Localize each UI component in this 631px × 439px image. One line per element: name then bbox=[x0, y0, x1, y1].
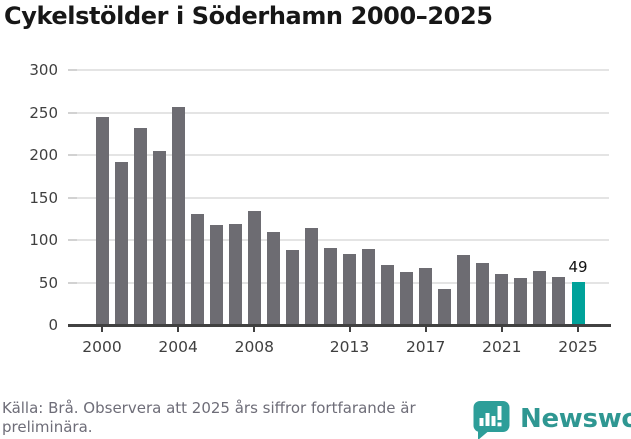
x-axis-label-2025: 2025 bbox=[558, 338, 598, 356]
highlight-value-label: 49 bbox=[568, 258, 588, 277]
y-axis-label-0: 0 bbox=[48, 316, 58, 334]
x-tick-2000 bbox=[101, 326, 103, 332]
y-axis-label-200: 200 bbox=[29, 146, 58, 164]
bar-2006 bbox=[209, 224, 223, 324]
gridline-100 bbox=[68, 239, 609, 241]
bar-2015 bbox=[381, 265, 395, 324]
newsworthy-logo-text: Newsworthy bbox=[520, 404, 631, 434]
source-note-line2: preliminära. bbox=[2, 418, 93, 436]
bar-2009 bbox=[266, 232, 280, 324]
newsworthy-bubble-chart-icon bbox=[473, 401, 510, 439]
x-tick-2025 bbox=[577, 326, 579, 332]
x-axis-label-2004: 2004 bbox=[158, 338, 198, 356]
y-axis-label-150: 150 bbox=[29, 188, 58, 207]
bar-2007 bbox=[228, 223, 242, 324]
x-tick-2013 bbox=[348, 326, 351, 332]
bar-2013 bbox=[343, 254, 357, 324]
bar-2025 bbox=[571, 282, 585, 324]
x-tick-2021 bbox=[500, 326, 503, 332]
y-axis-label-300: 300 bbox=[29, 61, 58, 79]
x-axis-label-2000: 2000 bbox=[82, 338, 122, 356]
bar-2016 bbox=[400, 272, 414, 324]
gridline-50 bbox=[68, 281, 609, 284]
bar-2004 bbox=[171, 107, 185, 324]
x-axis-line bbox=[68, 324, 611, 327]
bar-2012 bbox=[323, 247, 337, 324]
gridline-200 bbox=[68, 154, 609, 156]
y-tick-100 bbox=[68, 239, 77, 241]
x-axis-label-2013: 2013 bbox=[329, 338, 370, 356]
y-tick-200 bbox=[68, 154, 77, 156]
x-tick-2017 bbox=[424, 326, 427, 332]
source-note-line1: Källa: Brå. Observera att 2025 års siffr… bbox=[2, 399, 416, 417]
bar-2018 bbox=[438, 289, 452, 324]
bar-2002 bbox=[133, 127, 147, 324]
bar-2001 bbox=[114, 161, 128, 324]
y-tick-50 bbox=[68, 281, 77, 284]
bar-2010 bbox=[285, 250, 299, 324]
source-note: Källa: Brå. Observera att 2025 års siffr… bbox=[2, 399, 472, 437]
bar-2017 bbox=[419, 267, 433, 324]
y-axis-labels: 0 50 100 150 200 250 300 bbox=[0, 61, 58, 334]
bar-2022 bbox=[514, 278, 528, 324]
bar-2011 bbox=[304, 227, 318, 324]
gridline-300 bbox=[68, 69, 609, 71]
x-axis-label-2021: 2021 bbox=[482, 338, 522, 356]
chart-title: Cykelstölder i Söderhamn 2000–2025 bbox=[4, 2, 493, 30]
bar-2023 bbox=[533, 271, 547, 324]
gridline-250 bbox=[68, 111, 609, 114]
bar-chart: 0 50 100 150 200 250 300 2000 2004 2008 2013 2017 2… bbox=[0, 61, 611, 356]
y-axis-label-250: 250 bbox=[29, 103, 58, 122]
y-axis-label-50: 50 bbox=[38, 273, 58, 292]
bar-2021 bbox=[495, 273, 509, 324]
y-axis-label-100: 100 bbox=[29, 231, 58, 249]
y-tick-300 bbox=[68, 69, 77, 71]
x-tick-2008 bbox=[253, 326, 256, 332]
bar-2000 bbox=[95, 117, 109, 324]
bar-2024 bbox=[552, 277, 566, 324]
plot-area: 2000 2004 2008 2013 2017 2021 2025 49 bbox=[68, 69, 611, 356]
bar-2020 bbox=[476, 262, 490, 324]
bar-2008 bbox=[247, 210, 261, 324]
y-tick-250 bbox=[68, 111, 77, 114]
bar-2019 bbox=[457, 255, 471, 324]
gridline-150 bbox=[68, 196, 609, 199]
x-axis-label-2008: 2008 bbox=[234, 338, 275, 356]
x-axis-label-2017: 2017 bbox=[405, 338, 446, 356]
y-tick-150 bbox=[68, 196, 77, 199]
x-tick-2004 bbox=[177, 326, 180, 332]
bar-2005 bbox=[190, 213, 204, 324]
bar-2003 bbox=[152, 150, 166, 324]
bar-2014 bbox=[362, 249, 376, 324]
newsworthy-logo: Newsworthy bbox=[472, 398, 631, 439]
